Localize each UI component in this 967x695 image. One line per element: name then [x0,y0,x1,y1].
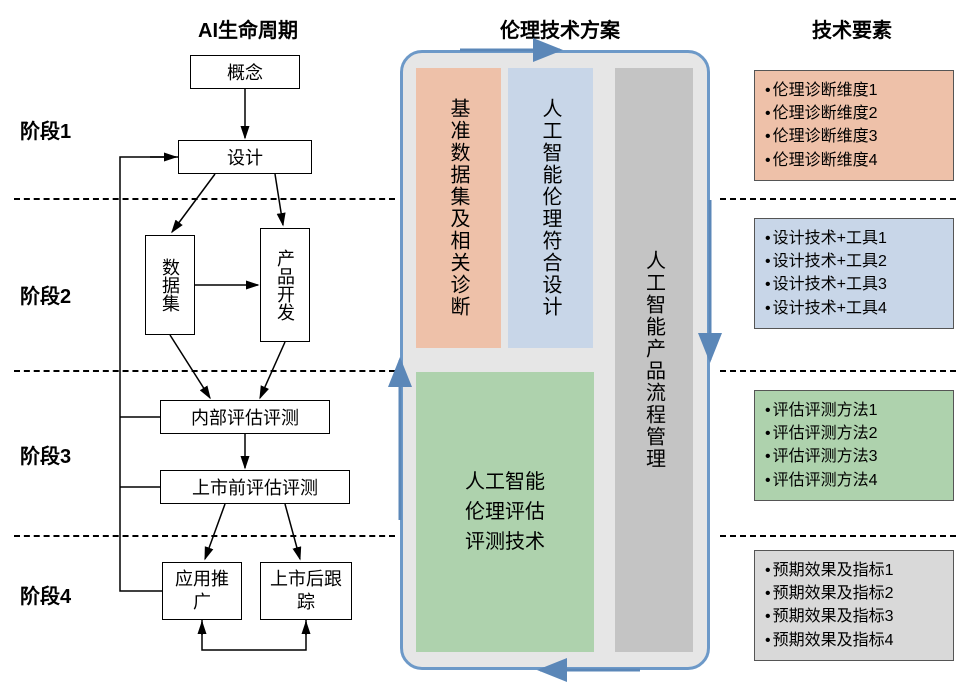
tech2-item1: 设计技术+工具1 [765,227,943,250]
header-ethics: 伦理技术方案 [460,14,660,43]
stage-3: 阶段3 [20,440,71,469]
col-baseline: 基准数据集及相关诊断 [416,68,501,348]
stage-4: 阶段4 [20,580,71,609]
tech4-item3: 预期效果及指标3 [765,605,943,628]
tech3-item4: 评估评测方法4 [765,469,943,492]
header-elements: 技术要素 [782,14,922,43]
eval-tech-line2: 伦理评估 [465,497,545,527]
box-product-dev: 产品开发 [260,228,310,342]
tech1-item1: 伦理诊断维度1 [765,79,943,102]
box-dataset-label: 数据集 [157,258,183,312]
box-postmarket-label: 上市后跟踪 [267,568,345,615]
box-dataset: 数据集 [145,235,195,335]
sep-2-left [14,370,395,372]
col-compliance: 人工智能伦理符合设计 [508,68,593,348]
eval-tech-line1: 人工智能 [465,467,545,497]
eval-tech-line3: 评测技术 [465,527,545,557]
tech-box-1: 伦理诊断维度1 伦理诊断维度2 伦理诊断维度3 伦理诊断维度4 [754,70,954,181]
sep-3-left [14,535,395,537]
col-eval-tech: 人工智能 伦理评估 评测技术 [416,372,594,652]
sep-1-right [720,198,956,200]
tech3-item2: 评估评测方法2 [765,422,943,445]
tech4-item2: 预期效果及指标2 [765,582,943,605]
tech1-item4: 伦理诊断维度4 [765,149,943,172]
tech2-item4: 设计技术+工具4 [765,297,943,320]
box-app-promo-label: 应用推广 [169,568,235,615]
stage-2: 阶段2 [20,280,71,309]
box-product-dev-label: 产品开发 [272,249,298,321]
tech-box-4: 预期效果及指标1 预期效果及指标2 预期效果及指标3 预期效果及指标4 [754,550,954,661]
box-design: 设计 [178,140,312,174]
box-premarket-eval: 上市前评估评测 [160,470,350,504]
sep-2-right [720,370,956,372]
tech-box-2: 设计技术+工具1 设计技术+工具2 设计技术+工具3 设计技术+工具4 [754,218,954,329]
box-concept: 概念 [190,55,300,89]
sep-3-right [720,535,956,537]
tech1-item3: 伦理诊断维度3 [765,125,943,148]
box-internal-eval: 内部评估评测 [160,400,330,434]
tech-box-3: 评估评测方法1 评估评测方法2 评估评测方法3 评估评测方法4 [754,390,954,501]
stage-1: 阶段1 [20,115,71,144]
box-postmarket: 上市后跟踪 [260,562,352,620]
sep-1-left [14,198,395,200]
header-lifecycle: AI生命周期 [158,14,338,43]
box-app-promo: 应用推广 [162,562,242,620]
tech1-item2: 伦理诊断维度2 [765,102,943,125]
tech2-item3: 设计技术+工具3 [765,273,943,296]
tech3-item1: 评估评测方法1 [765,399,943,422]
tech4-item1: 预期效果及指标1 [765,559,943,582]
tech2-item2: 设计技术+工具2 [765,250,943,273]
tech3-item3: 评估评测方法3 [765,445,943,468]
tech4-item4: 预期效果及指标4 [765,629,943,652]
col-process: 人工智能产品流程管理 [615,68,693,652]
